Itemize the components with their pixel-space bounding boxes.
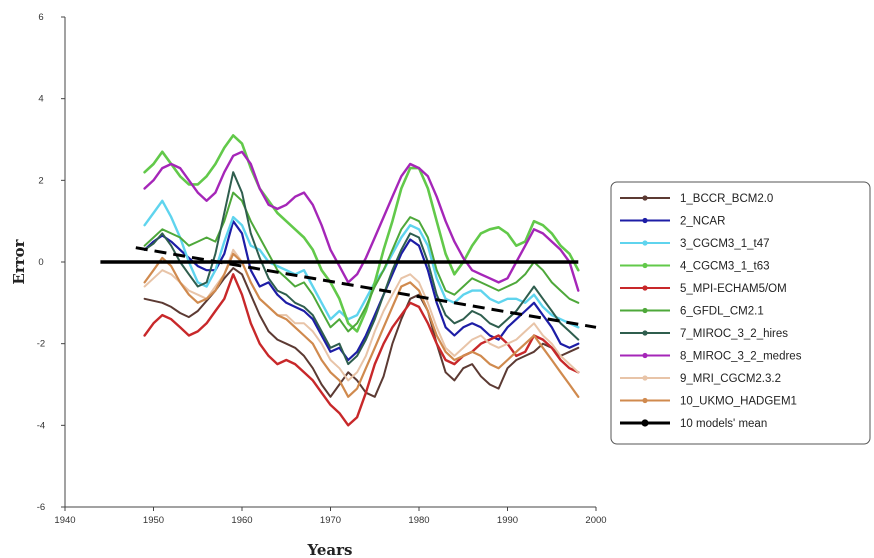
y-tick-label: -6 [37, 502, 45, 513]
x-ticks: 1940 1950 1960 1970 1980 1990 2000 [54, 507, 607, 526]
series-line-4 [143, 134, 580, 333]
legend-swatch-marker [642, 397, 648, 404]
legend-swatch-marker [642, 240, 648, 246]
legend-swatch-marker [642, 217, 648, 224]
legend-swatch-marker [642, 307, 648, 314]
legend-label: 2_NCAR [680, 216, 725, 228]
y-ticks: -6 -4 -2 0 2 4 6 [37, 12, 65, 513]
series-line-3 [143, 199, 580, 329]
x-tick-label: 1960 [231, 515, 252, 526]
legend-swatch-marker [642, 352, 648, 359]
x-tick-label: 1940 [54, 515, 75, 526]
legend: 1_BCCR_BCM2.0 2_NCAR 3_CGCM3_1_t47 4_CGCM3_… [610, 181, 871, 445]
legend-label: 7_MIROC_3_2_hires [680, 328, 788, 340]
legend-label: 6_GFDL_CM2.1 [680, 306, 764, 318]
series-line-9 [143, 248, 580, 382]
y-tick-label: -2 [37, 339, 45, 350]
x-tick-label: 1980 [408, 515, 429, 526]
legend-label: 1_BCCR_BCM2.0 [680, 193, 773, 205]
series-line-8 [143, 150, 580, 292]
x-tick-label: 1970 [320, 515, 341, 526]
y-tick-label: 4 [38, 94, 43, 105]
y-tick-label: 2 [38, 175, 43, 186]
y-tick-label: -4 [37, 420, 45, 431]
x-tick-label: 2000 [585, 515, 606, 526]
legend-swatch-marker [642, 285, 648, 291]
legend-label: 5_MPI-ECHAM5/OM [680, 283, 787, 295]
x-tick-label: 1950 [143, 515, 164, 526]
series-line-5 [143, 273, 580, 427]
legend-swatch-marker [642, 375, 648, 381]
series-line-6 [143, 191, 580, 333]
legend-swatch-marker [642, 330, 648, 336]
legend-frame [610, 181, 871, 445]
legend-label: 8_MIROC_3_2_medres [680, 351, 802, 363]
legend-swatch-marker [642, 262, 648, 269]
legend-swatch-marker [642, 195, 648, 201]
legend-label: 9_MRI_CGCM2.3.2 [680, 373, 781, 385]
series-line-10 [143, 252, 580, 398]
y-axis-title: Error [10, 238, 28, 284]
y-tick-label: 0 [38, 257, 43, 268]
y-tick-label: 6 [38, 12, 43, 23]
legend-swatch-marker [641, 419, 649, 427]
legend-label: 3_CGCM3_1_t47 [680, 238, 770, 250]
x-axis-title: Years [306, 541, 352, 558]
x-tick-label: 1990 [497, 515, 518, 526]
legend-label: 10 models' mean [680, 418, 767, 430]
legend-label: 4_CGCM3_1_t63 [680, 261, 770, 273]
reference-lines [100, 246, 597, 329]
series-line-7 [143, 171, 580, 366]
series-layer [143, 134, 580, 427]
legend-label: 10_UKMO_HADGEM1 [680, 396, 797, 408]
